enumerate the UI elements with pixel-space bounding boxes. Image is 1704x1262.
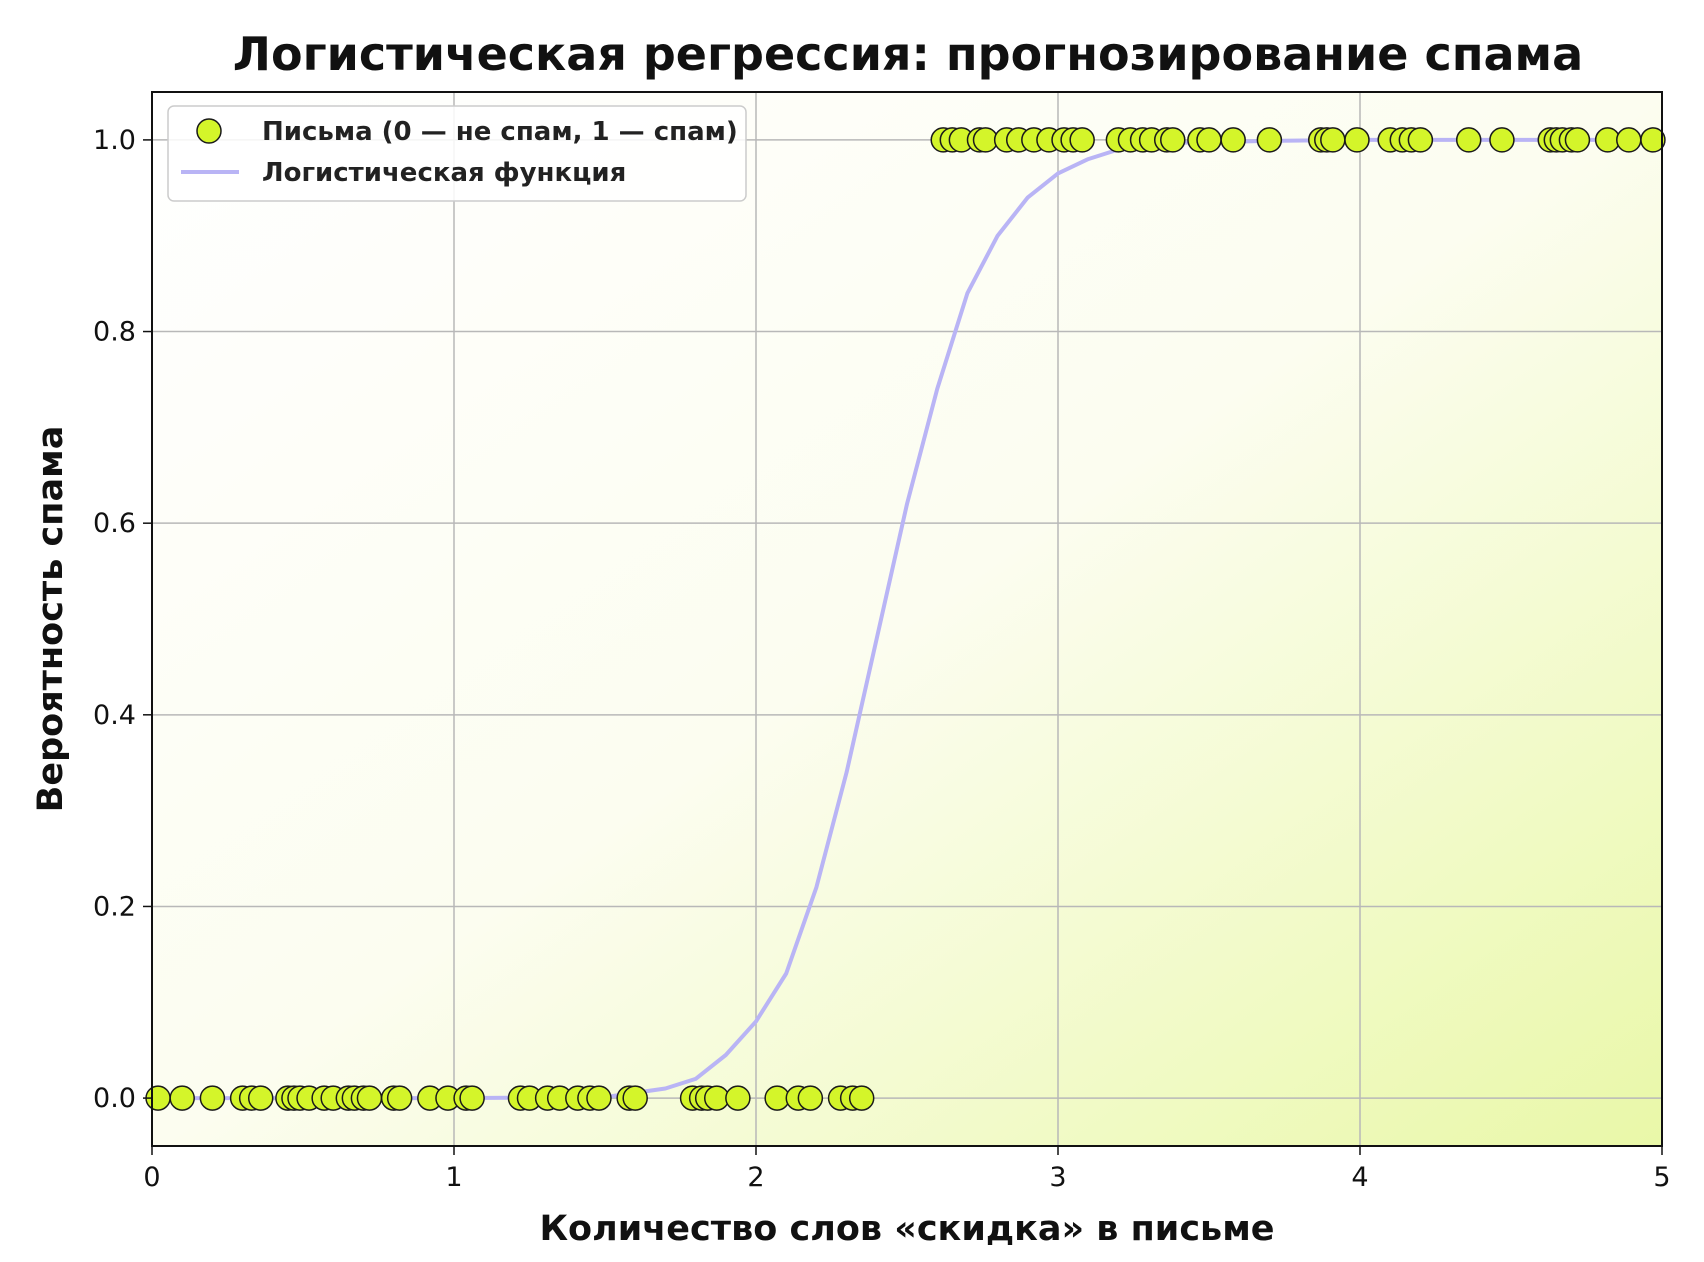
plot-frame: [151, 91, 1663, 1147]
legend-label-scatter: Письма (0 — не спам, 1 — спам): [262, 117, 738, 147]
data-point: [356, 1085, 383, 1111]
legend-marker-scatter: [196, 118, 222, 144]
data-point: [1256, 127, 1283, 153]
y-tick-label: 0.4: [93, 700, 136, 731]
data-point: [169, 1085, 195, 1111]
x-tick-label: 3: [1049, 1162, 1066, 1193]
x-tick-label: 1: [445, 1162, 462, 1193]
data-point: [199, 1085, 226, 1111]
data-point: [247, 1085, 274, 1111]
x-ticks: 0 1 2 3 4 5: [143, 1146, 1671, 1193]
data-point: [1455, 127, 1482, 153]
data-point: [1407, 127, 1434, 153]
x-tick-label: 4: [1351, 1162, 1368, 1193]
x-axis-label: Количество слов «скидка» в письме: [539, 1209, 1274, 1249]
data-point: [622, 1085, 648, 1111]
data-point: [459, 1085, 485, 1111]
data-point: [1564, 127, 1591, 153]
data-point: [797, 1085, 824, 1111]
data-point: [1489, 127, 1515, 153]
x-tick-label: 0: [143, 1162, 160, 1193]
data-point: [1640, 127, 1666, 153]
y-ticks: 0.0 0.2 0.4 0.6 0.8 1.0: [93, 125, 152, 1114]
plot-area: [152, 92, 1662, 1146]
data-point: [1196, 127, 1222, 153]
x-tick-label: 2: [747, 1162, 764, 1193]
y-tick-label: 0.2: [93, 891, 136, 922]
legend-label-line: Логистическая функция: [262, 158, 626, 188]
y-axis-label: Вероятность спама: [31, 426, 71, 813]
data-point: [1220, 127, 1246, 153]
data-point: [725, 1085, 751, 1111]
legend: Письма (0 — не спам, 1 — спам) Логистиче…: [167, 105, 747, 202]
data-point: [386, 1085, 413, 1111]
y-tick-label: 0.8: [93, 317, 136, 348]
data-point: [848, 1085, 875, 1111]
x-tick-label: 5: [1653, 1162, 1670, 1193]
data-point: [1069, 127, 1095, 153]
data-point: [1616, 127, 1642, 153]
data-point: [586, 1085, 612, 1111]
legend-box: [167, 105, 747, 202]
points-layer: [145, 127, 1666, 1111]
y-tick-label: 1.0: [93, 125, 136, 156]
data-point: [1160, 127, 1186, 153]
y-tick-label: 0.6: [93, 508, 136, 539]
chart-title: Логистическая регрессия: прогнозирование…: [233, 27, 1583, 81]
data-point: [1344, 127, 1370, 153]
data-point: [1320, 127, 1346, 153]
y-tick-label: 0.0: [93, 1083, 136, 1114]
